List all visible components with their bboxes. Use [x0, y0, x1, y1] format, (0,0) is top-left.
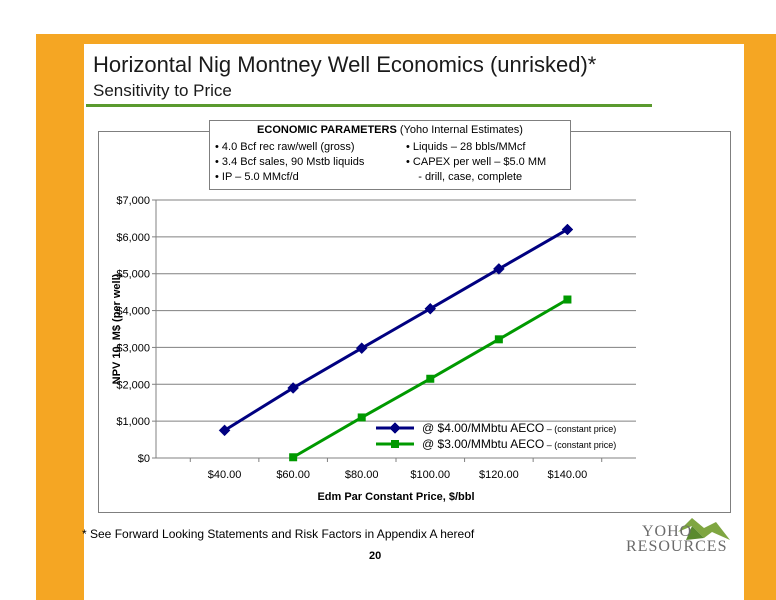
y-axis-title: NPV 10, M$ (per well) [111, 273, 123, 384]
data-point-series-2 [494, 335, 503, 344]
data-point-series-2 [426, 374, 435, 383]
series-line-1 [223, 228, 569, 432]
legend-label: @ $4.00/MMbtu AECO – (constant price) [422, 421, 616, 435]
data-point-series-2 [357, 413, 366, 422]
data-point-series-1 [424, 302, 437, 315]
parameter-item: • CAPEX per well – $5.0 MM [406, 156, 547, 168]
parameter-item: • 3.4 Bcf sales, 90 Mstb liquids [215, 156, 365, 168]
slide-title: Horizontal Nig Montney Well Economics (u… [93, 52, 597, 77]
mountain-logo-icon [678, 518, 730, 540]
data-point-series-1 [561, 223, 574, 236]
parameters-heading-rest: (Yoho Internal Estimates) [396, 124, 523, 136]
footnote: * See Forward Looking Statements and Ris… [82, 527, 475, 541]
logo-wordmark-bottom: RESOURCES [626, 538, 728, 555]
data-point-series-2 [563, 295, 572, 304]
data-point-series-1 [493, 263, 505, 275]
data-point-series-1 [355, 342, 368, 355]
legend-marker [389, 422, 401, 434]
legend-marker [391, 440, 399, 448]
legend-label: @ $3.00/MMbtu AECO – (constant price) [422, 437, 616, 451]
parameter-item: • 4.0 Bcf rec raw/well (gross) [215, 141, 355, 153]
economic-parameters-box: ECONOMIC PARAMETERS (Yoho Internal Estim… [209, 120, 571, 190]
data-point-series-1 [218, 424, 231, 437]
data-point-series-2 [289, 453, 298, 462]
parameters-heading: ECONOMIC PARAMETERS (Yoho Internal Estim… [210, 124, 570, 136]
parameters-left-column: • 4.0 Bcf rec raw/well (gross) • 3.4 Bcf… [215, 140, 364, 185]
y-tick-label: $4,000 [116, 306, 150, 318]
y-tick-label: $7,000 [116, 195, 150, 207]
parameter-item: • IP – 5.0 MMcf/d [215, 171, 299, 183]
x-tick-label: $80.00 [345, 469, 379, 481]
parameters-right-column: • Liquids – 28 bbls/MMcf • CAPEX per wel… [406, 140, 546, 185]
y-tick-label: $3,000 [116, 342, 150, 354]
top-accent-bar [36, 34, 776, 44]
y-tick-label: $6,000 [116, 232, 150, 244]
legend-series-note: – (constant price) [544, 424, 616, 434]
logo-wordmark-top: YOHO [642, 523, 693, 540]
right-accent-bar [744, 34, 776, 600]
legend-series-name: @ $3.00/MMbtu AECO [422, 437, 544, 451]
parameter-item: - drill, case, complete [406, 171, 523, 183]
y-tick-label: $0 [138, 453, 150, 465]
title-underline [86, 104, 652, 107]
y-tick-label: $5,000 [116, 269, 150, 281]
x-tick-label: $60.00 [276, 469, 310, 481]
y-tick-label: $1,000 [116, 416, 150, 428]
page-number: 20 [369, 550, 382, 562]
x-tick-label: $100.00 [410, 469, 450, 481]
x-axis-title: Edm Par Constant Price, $/bbl [317, 491, 474, 503]
y-tick-label: $2,000 [116, 379, 150, 391]
left-accent-bar [36, 34, 84, 600]
parameters-heading-bold: ECONOMIC PARAMETERS [257, 124, 397, 136]
x-tick-label: $140.00 [548, 469, 588, 481]
legend-series-name: @ $4.00/MMbtu AECO [422, 421, 544, 435]
x-tick-label: $40.00 [208, 469, 242, 481]
parameter-item: • Liquids – 28 bbls/MMcf [406, 141, 526, 153]
legend-series-note: – (constant price) [544, 440, 616, 450]
x-tick-label: $120.00 [479, 469, 519, 481]
slide-subtitle: Sensitivity to Price [93, 81, 232, 100]
data-point-series-1 [287, 382, 299, 394]
